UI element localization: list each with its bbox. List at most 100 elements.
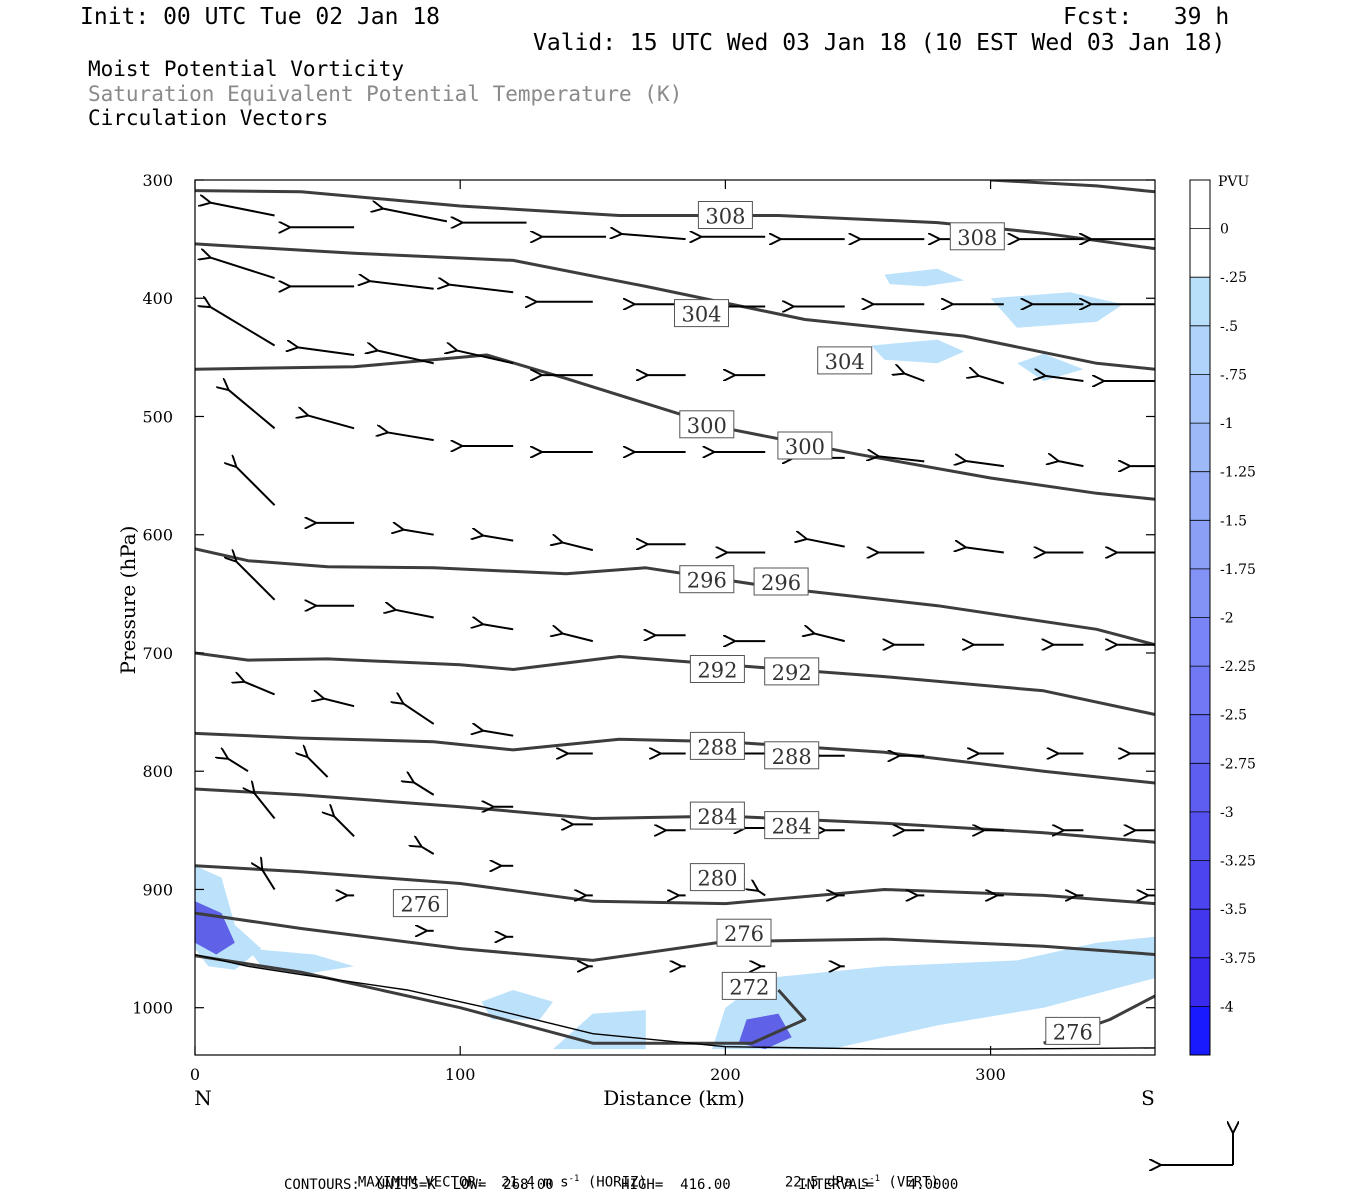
contour-label-4: 300 [679, 410, 735, 439]
contour-label-10: 288 [689, 731, 745, 760]
colorbar-label: -1.75 [1220, 562, 1256, 578]
contour-label-0: 308 [697, 201, 753, 229]
contour-label-8: 292 [689, 655, 745, 683]
colorbar-swatch-6 [1190, 471, 1210, 521]
colorbar-label: -.75 [1220, 367, 1247, 383]
vector-83 [227, 758, 249, 773]
contour-labels: 308 308 304 304 300 300 296 296 292 292 288 288 284 2… [392, 201, 1101, 1045]
contour-label-7: 296 [753, 567, 809, 596]
contour-label-text: 300 [687, 414, 727, 438]
contour-label-5: 300 [777, 431, 833, 460]
x-tick-label: 100 [445, 1065, 476, 1084]
contour-label-11: 288 [764, 741, 820, 770]
vector-62 [482, 624, 514, 631]
contour-308-0 [195, 189, 1155, 251]
colorbar-label: -2 [1220, 611, 1234, 627]
y-tick-label: 500 [142, 407, 173, 426]
colorbar-swatch-12 [1190, 763, 1210, 813]
vector-63 [562, 633, 594, 643]
pv-region-8 [871, 339, 965, 364]
vector-49 [403, 530, 434, 536]
x-left-label: N [194, 1086, 212, 1110]
contour-288-6 [195, 731, 1155, 785]
contour-label-text: 300 [785, 435, 825, 459]
colorbar-swatch-16 [1190, 957, 1210, 1007]
contour-label-text: 288 [697, 735, 737, 759]
vector-54 [806, 539, 845, 548]
pv-region-5 [481, 990, 553, 1020]
colorbar-swatch-5 [1190, 423, 1210, 473]
contour-label-9: 292 [764, 657, 820, 686]
axes: 300 400 500 600 700 800 900 1000 0 100 200 300 [132, 171, 1155, 1084]
x-right-label: S [1141, 1086, 1155, 1110]
vector-61 [395, 610, 434, 619]
field-title-pv: Moist Potential Vorticity [88, 57, 405, 81]
vector-5 [621, 234, 686, 241]
colorbar-swatch-8 [1190, 568, 1210, 618]
contour-label-text: 308 [705, 205, 745, 229]
y-axis-label: Pressure (hPa) [116, 526, 140, 675]
contour-300-3 [195, 353, 1155, 501]
vector-71 [243, 681, 275, 696]
vector-45 [1057, 461, 1084, 468]
x-tick-label: 0 [190, 1065, 200, 1084]
contour-label-13: 284 [764, 811, 820, 840]
vector-31 [904, 373, 925, 382]
colorbar-swatch-1 [1190, 228, 1210, 278]
vector-2 [382, 208, 448, 223]
vector-24 [210, 307, 276, 347]
vector-107 [262, 869, 276, 891]
colorbar-swatch-9 [1190, 617, 1210, 667]
contour-label-1: 308 [949, 222, 1005, 251]
field-title-vectors: Circulation Vectors [88, 106, 329, 130]
colorbar-label: -3.5 [1220, 902, 1247, 918]
contour-label-text: 284 [697, 805, 737, 829]
contour-296-4 [195, 547, 1155, 647]
contour-label-text: 276 [724, 922, 764, 946]
vector-0 [210, 203, 275, 217]
forecast-hour: Fcst: 39 h [1063, 4, 1230, 30]
vector-66 [814, 633, 845, 643]
vector-15 [448, 285, 514, 294]
colorbar-label: -1 [1220, 416, 1234, 432]
vector-51 [562, 542, 594, 552]
vector-26 [377, 350, 434, 365]
colorbar-swatch-10 [1190, 666, 1210, 716]
x-tick-label: 300 [975, 1065, 1006, 1084]
colorbar-label: -.5 [1220, 319, 1238, 335]
colorbar-label: -2.75 [1220, 756, 1256, 772]
y-tick-label: 900 [142, 880, 173, 899]
contour-label-text: 304 [681, 303, 721, 327]
terrain-line-path [195, 953, 1155, 1050]
y-tick-label: 800 [142, 762, 173, 781]
vector-27 [456, 350, 514, 365]
contour-label-text: 296 [761, 571, 801, 595]
y-tick-label: 400 [142, 289, 173, 308]
colorbar-swatch-0 [1190, 180, 1210, 230]
vector-95 [254, 793, 276, 820]
colorbar-swatch-15 [1190, 909, 1210, 959]
vector-50 [482, 535, 514, 542]
vector-73 [403, 703, 435, 725]
colorbar-label: -4 [1220, 999, 1234, 1015]
vector-84 [307, 756, 329, 778]
pv-region-3 [738, 1013, 792, 1050]
colorbar-label: -1.25 [1220, 465, 1256, 481]
vector-59 [236, 561, 276, 601]
vector-72 [323, 698, 355, 708]
vector-101 [757, 890, 766, 897]
contour-280-8 [195, 864, 1155, 906]
vector-12 [210, 257, 275, 280]
vector-37 [387, 432, 434, 442]
max-vector-vert: 22.5 dPa s-1 (VERT) [784, 1174, 940, 1191]
contour-272-10 [195, 954, 807, 1045]
contour-292-5 [195, 651, 1155, 716]
contour-label-text: 296 [687, 569, 727, 593]
contour-label-2: 304 [674, 299, 729, 328]
contour-276-9 [195, 911, 1155, 962]
vector-14 [369, 281, 434, 290]
contour-label-17: 272 [721, 971, 777, 1000]
colorbar-label: -3.75 [1220, 951, 1256, 967]
contour-label-3: 304 [817, 346, 873, 375]
